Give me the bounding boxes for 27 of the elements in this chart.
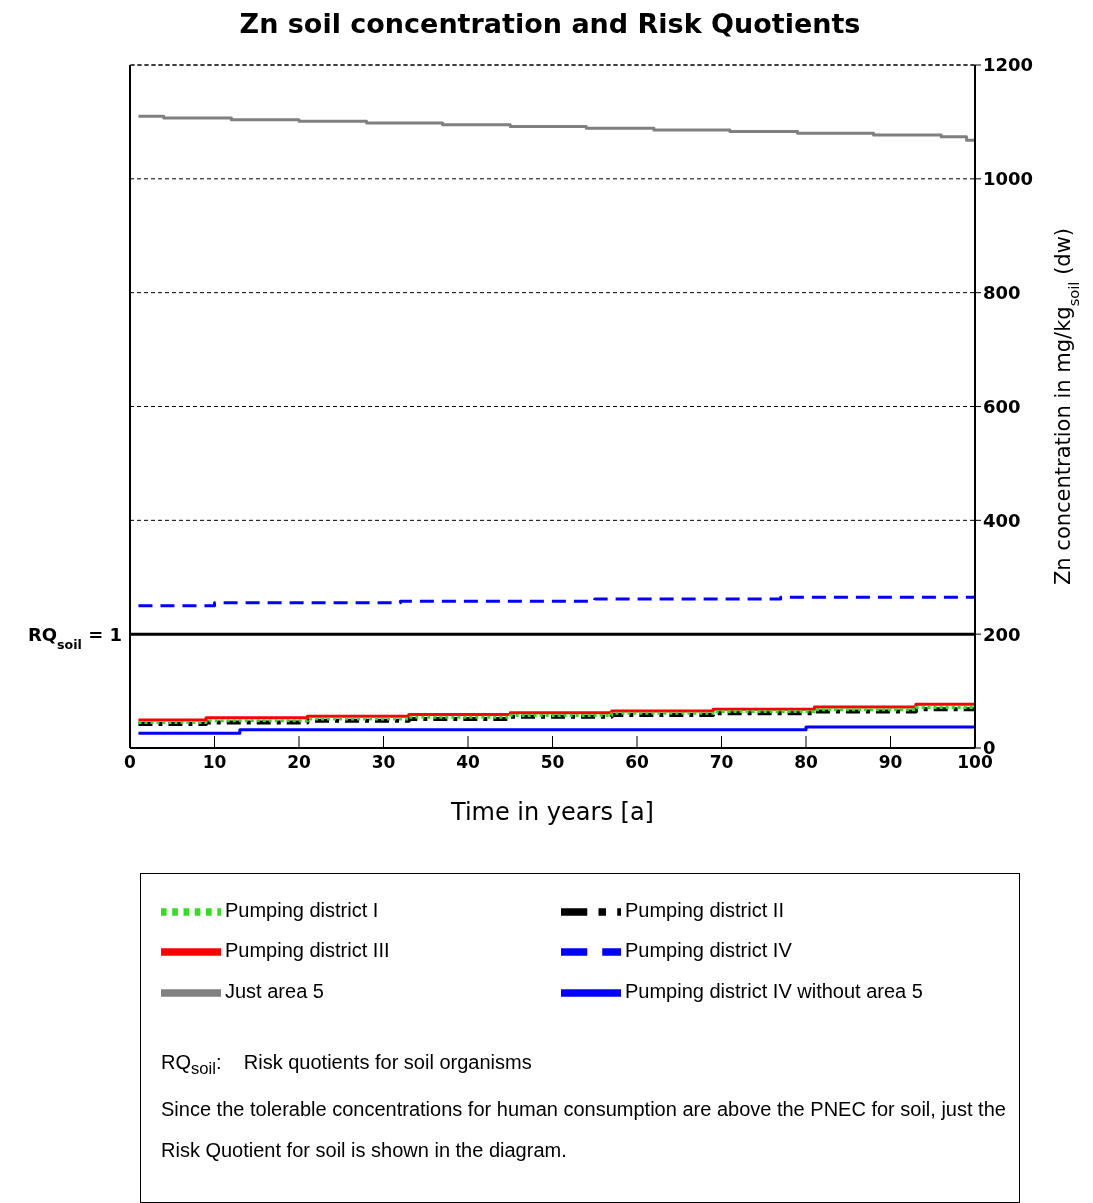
x-tick-label: 80 — [794, 752, 818, 773]
y2-tick-label: 400 — [983, 509, 1021, 531]
legend-label: Pumping district II — [625, 899, 784, 922]
x-tick-label: 20 — [287, 752, 311, 773]
y2-tick-label: 200 — [983, 623, 1021, 645]
legend-label: Pumping district IV without area 5 — [625, 979, 923, 1002]
legend-label: Pumping district I — [225, 899, 379, 922]
legend-label: Just area 5 — [225, 979, 324, 1002]
x-tick-label: 70 — [709, 752, 734, 773]
x-axis-title: Time in years [a] — [450, 798, 654, 826]
legend-label: Pumping district IV — [625, 939, 792, 962]
y2-tick-label: 600 — [983, 395, 1021, 417]
x-tick-label: 40 — [456, 752, 480, 773]
x-tick-label: 10 — [202, 752, 227, 773]
text: Since the tolerable concentrations for human consumption are above the PNEC for soil, just the Risk Quotient for soil is shown in the diagram. — [161, 1097, 1007, 1163]
y2-tick-label: 1000 — [983, 168, 1034, 190]
x-tick-label: 90 — [878, 752, 903, 773]
text: RQ$_{soil}$ = 1 — [27, 624, 122, 652]
x-tick-label: 0 — [124, 752, 137, 773]
text: RQ$_{soil}$: Risk quotients for soil organisms — [161, 1050, 533, 1080]
x-tick-label: 60 — [625, 752, 649, 773]
y2-tick-label: 1200 — [983, 54, 1034, 76]
legend-label: Pumping district III — [225, 939, 390, 962]
chart-title: Zn soil concentration and Risk Quotients — [238, 8, 862, 39]
y2-tick-label: 800 — [983, 282, 1021, 304]
x-tick-label: 50 — [540, 752, 565, 773]
x-tick-label: 30 — [371, 752, 396, 773]
